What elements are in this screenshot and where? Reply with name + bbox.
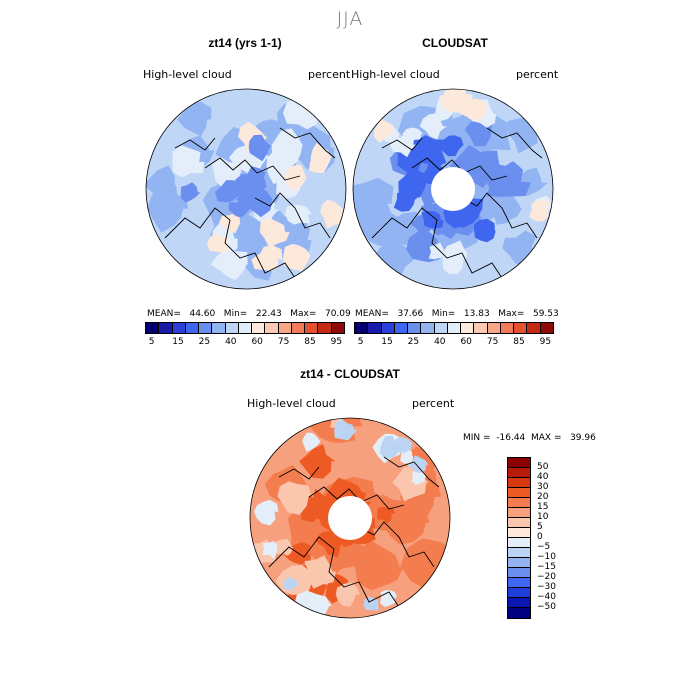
colorbar-tick-label: 15 bbox=[172, 337, 184, 347]
colorbar-swatch bbox=[381, 323, 395, 333]
colorbar-swatch bbox=[278, 323, 292, 333]
colorbar-tick-label: −15 bbox=[537, 562, 556, 572]
colorbar-tick-label: 40 bbox=[225, 337, 237, 347]
colorbar-tick-label: 25 bbox=[407, 337, 420, 347]
colorbar-tick-label: −40 bbox=[537, 592, 556, 602]
panel1-colorbar-ticks: 5 15 25 40 60 75 85 95 bbox=[145, 337, 343, 349]
colorbar-swatch bbox=[368, 323, 382, 333]
colorbar-swatch bbox=[318, 323, 332, 333]
colorbar-swatch bbox=[508, 558, 530, 568]
colorbar-swatch bbox=[540, 323, 553, 333]
panel1-field-label: High-level cloud bbox=[143, 68, 232, 81]
colorbar-swatch bbox=[500, 323, 515, 333]
colorbar-swatch bbox=[212, 323, 226, 333]
colorbar-swatch bbox=[508, 548, 530, 558]
colorbar-swatch bbox=[355, 323, 369, 333]
colorbar-swatch bbox=[421, 323, 435, 333]
colorbar-tick-label: 75 bbox=[486, 337, 499, 347]
panel3-colorbar bbox=[507, 457, 531, 619]
panel3-colorbar-ticks: 50 40 30 20 15 10 5 0 −5 −10 −15 −20 −30 −40 −50 bbox=[537, 457, 577, 622]
colorbar-tick-label: −50 bbox=[537, 602, 556, 612]
colorbar-swatch bbox=[508, 608, 530, 618]
colorbar-swatch bbox=[508, 568, 530, 578]
panel3-polar-map bbox=[249, 417, 451, 619]
colorbar-swatch bbox=[252, 323, 266, 333]
panel2-polar-map bbox=[352, 88, 554, 290]
colorbar-tick-label: 0 bbox=[537, 532, 543, 542]
colorbar-swatch bbox=[394, 323, 409, 333]
colorbar-swatch bbox=[508, 508, 530, 518]
colorbar-swatch bbox=[508, 518, 530, 528]
colorbar-tick-label: 50 bbox=[537, 462, 549, 472]
colorbar-tick-label: −30 bbox=[537, 582, 556, 592]
panel3-units: percent bbox=[412, 397, 455, 410]
colorbar-swatch bbox=[238, 323, 253, 333]
colorbar-swatch bbox=[508, 588, 530, 598]
panel3-title: zt14 - CLOUDSAT bbox=[300, 367, 400, 381]
colorbar-tick-label: 95 bbox=[330, 337, 343, 347]
panel3-field-label: High-level cloud bbox=[247, 397, 336, 410]
colorbar-swatch bbox=[508, 498, 530, 508]
colorbar-tick-label: 95 bbox=[539, 337, 552, 347]
panel1-polar-map bbox=[145, 88, 347, 290]
panel2-stats: MEAN= 37.66 Min= 13.83 Max= 59.53 bbox=[355, 309, 559, 319]
colorbar-tick-label: 60 bbox=[460, 337, 472, 347]
colorbar-swatch bbox=[172, 323, 186, 333]
colorbar-swatch bbox=[265, 323, 279, 333]
colorbar-swatch bbox=[331, 323, 344, 333]
panel2-title: CLOUDSAT bbox=[422, 36, 488, 50]
colorbar-swatch bbox=[514, 323, 528, 333]
colorbar-swatch bbox=[508, 478, 530, 488]
colorbar-swatch bbox=[305, 323, 319, 333]
colorbar-tick-label: 30 bbox=[537, 482, 549, 492]
colorbar-tick-label: 5 bbox=[537, 522, 543, 532]
colorbar-swatch bbox=[291, 323, 306, 333]
colorbar-swatch bbox=[408, 323, 422, 333]
colorbar-swatch bbox=[508, 578, 530, 588]
panel2-units: percent bbox=[516, 68, 559, 81]
panel1-colorbar bbox=[145, 322, 345, 334]
colorbar-tick-label: 40 bbox=[434, 337, 446, 347]
panel3-stats: MIN = -16.44 MAX = 39.96 bbox=[463, 433, 596, 443]
colorbar-swatch bbox=[487, 323, 501, 333]
panel1-units: percent bbox=[308, 68, 351, 81]
season-title: JJA bbox=[336, 8, 364, 30]
colorbar-tick-label: 20 bbox=[537, 492, 549, 502]
colorbar-swatch bbox=[199, 323, 213, 333]
colorbar-tick-label: 15 bbox=[537, 502, 549, 512]
colorbar-tick-label: 10 bbox=[537, 512, 549, 522]
colorbar-swatch bbox=[527, 323, 541, 333]
colorbar-swatch bbox=[508, 538, 530, 548]
colorbar-tick-label: 25 bbox=[198, 337, 211, 347]
colorbar-swatch bbox=[461, 323, 475, 333]
colorbar-tick-label: 85 bbox=[513, 337, 525, 347]
colorbar-tick-label: −10 bbox=[537, 552, 556, 562]
panel2-colorbar bbox=[354, 322, 554, 334]
colorbar-swatch bbox=[508, 458, 530, 468]
colorbar-tick-label: −5 bbox=[537, 542, 551, 552]
colorbar-tick-label: 60 bbox=[251, 337, 263, 347]
colorbar-tick-label: −20 bbox=[537, 572, 556, 582]
colorbar-swatch bbox=[474, 323, 488, 333]
colorbar-swatch bbox=[434, 323, 448, 333]
colorbar-swatch bbox=[159, 323, 173, 333]
colorbar-tick-label: 85 bbox=[304, 337, 316, 347]
colorbar-tick-label: 5 bbox=[357, 337, 364, 347]
colorbar-tick-label: 15 bbox=[381, 337, 393, 347]
colorbar-swatch bbox=[447, 323, 462, 333]
colorbar-swatch bbox=[508, 488, 530, 498]
colorbar-tick-label: 5 bbox=[148, 337, 155, 347]
panel1-stats: MEAN= 44.60 Min= 22.43 Max= 70.09 bbox=[147, 309, 351, 319]
colorbar-swatch bbox=[185, 323, 200, 333]
panel2-field-label: High-level cloud bbox=[351, 68, 440, 81]
colorbar-swatch bbox=[146, 323, 160, 333]
panel2-colorbar-ticks: 5 15 25 40 60 75 85 95 bbox=[354, 337, 552, 349]
panel1-title: zt14 (yrs 1-1) bbox=[208, 36, 282, 50]
colorbar-swatch bbox=[508, 528, 530, 538]
colorbar-swatch bbox=[508, 468, 530, 478]
colorbar-swatch bbox=[225, 323, 239, 333]
colorbar-swatch bbox=[508, 598, 530, 608]
colorbar-tick-label: 75 bbox=[277, 337, 290, 347]
colorbar-tick-label: 40 bbox=[537, 472, 549, 482]
